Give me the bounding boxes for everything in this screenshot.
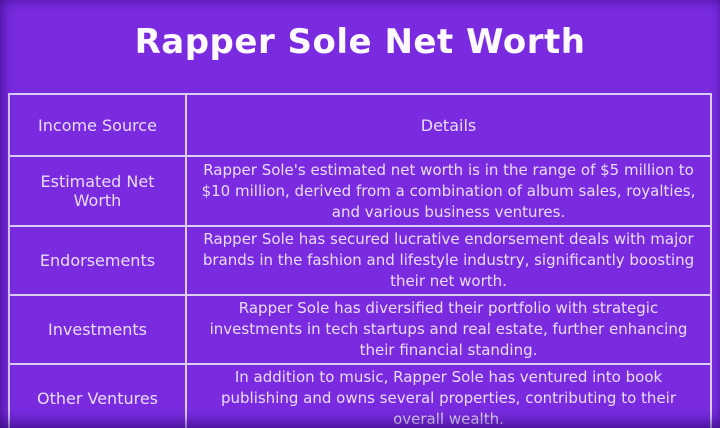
- income-source-cell: Endorsements: [8, 225, 187, 296]
- header-income-source: Income Source: [8, 93, 187, 157]
- income-source-cell: Estimated Net Worth: [8, 155, 187, 227]
- details-cell: In addition to music, Rapper Sole has ve…: [185, 363, 712, 428]
- table-row: Investments Rapper Sole has diversified …: [8, 294, 712, 365]
- details-cell: Rapper Sole has diversified their portfo…: [185, 294, 712, 365]
- header-details: Details: [185, 93, 712, 157]
- income-source-cell: Other Ventures: [8, 363, 187, 428]
- page-title: Rapper Sole Net Worth: [134, 22, 586, 62]
- details-cell: Rapper Sole has secured lucrative endors…: [185, 225, 712, 296]
- details-cell: Rapper Sole's estimated net worth is in …: [185, 155, 712, 227]
- income-source-cell: Investments: [8, 294, 187, 365]
- table-row: Endorsements Rapper Sole has secured luc…: [8, 225, 712, 296]
- table-row: Estimated Net Worth Rapper Sole's estima…: [8, 155, 712, 227]
- table-header-row: Income Source Details: [8, 93, 712, 157]
- table-row: Other Ventures In addition to music, Rap…: [8, 363, 712, 428]
- net-worth-table: Income Source Details Estimated Net Wort…: [8, 93, 712, 428]
